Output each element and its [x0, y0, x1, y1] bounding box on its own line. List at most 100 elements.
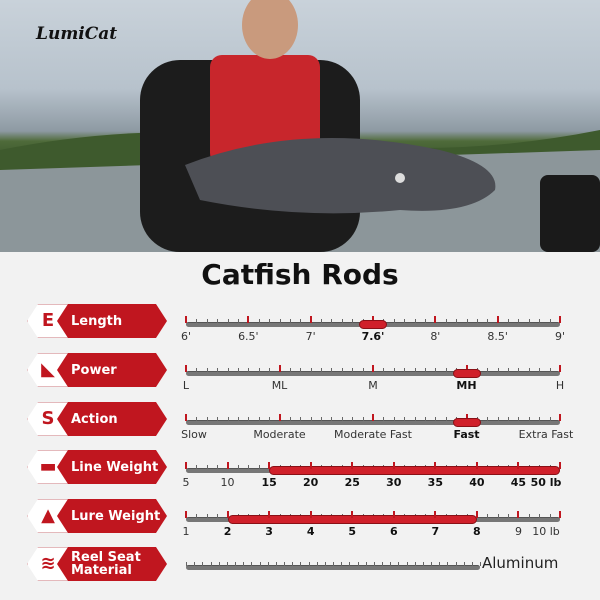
minor-tick [439, 562, 441, 566]
major-tick [465, 365, 468, 372]
minor-tick [217, 319, 219, 323]
catfish-photo-illustration [0, 0, 600, 252]
minor-tick [431, 562, 432, 566]
major-tick [372, 316, 374, 323]
minor-tick [414, 319, 416, 323]
minor-tick [321, 319, 323, 323]
minor-tick [300, 319, 302, 323]
minor-tick [218, 562, 220, 566]
minor-tick [518, 319, 520, 323]
minor-tick [424, 319, 426, 323]
major-tick [185, 365, 187, 372]
minor-tick [539, 514, 541, 518]
minor-tick [383, 368, 385, 372]
minor-tick [300, 562, 302, 566]
minor-tick [539, 319, 541, 323]
minor-tick [217, 514, 219, 518]
major-tick [309, 462, 312, 469]
minor-tick [202, 562, 204, 566]
major-tick [392, 511, 395, 518]
minor-tick [352, 368, 354, 372]
minor-tick [308, 562, 310, 566]
badge-bar [57, 353, 167, 387]
minor-tick [316, 562, 318, 566]
minor-tick [196, 319, 198, 323]
minor-tick [549, 417, 551, 421]
minor-tick [275, 562, 277, 566]
minor-tick [269, 417, 271, 421]
minor-tick [259, 562, 261, 566]
major-tick [392, 462, 395, 469]
minor-tick [206, 465, 208, 469]
minor-tick [528, 514, 530, 518]
minor-tick [373, 562, 375, 566]
page-title: Catfish Rods [201, 258, 399, 291]
major-tick [278, 414, 281, 421]
minor-tick [528, 319, 530, 323]
minor-tick [414, 368, 416, 372]
minor-tick [445, 417, 447, 421]
tick-label: 2 [223, 525, 232, 538]
major-tick [475, 462, 478, 469]
minor-tick [424, 417, 426, 421]
minor-tick [206, 319, 208, 323]
minor-tick [528, 368, 530, 372]
major-tick [517, 511, 520, 518]
minor-tick [480, 562, 481, 566]
tick-label: ML [271, 379, 288, 392]
major-tick [559, 316, 561, 323]
spec-scale-length: 6' 6.5' 7' 7.6' 8' 8.5' 9' [181, 316, 565, 346]
minor-tick [248, 465, 250, 469]
spec-scale-reel-seat-material [186, 559, 481, 589]
minor-tick [243, 562, 245, 566]
tick-label: 45 [510, 476, 527, 489]
minor-tick [227, 368, 229, 372]
minor-tick [237, 319, 239, 323]
major-tick [226, 462, 229, 469]
speed-s-icon: S [41, 408, 55, 429]
major-tick [434, 511, 437, 518]
minor-tick [333, 562, 334, 566]
major-tick [559, 414, 561, 421]
badge-bar [57, 450, 167, 484]
major-tick [496, 316, 499, 323]
minor-tick [487, 319, 489, 323]
minor-tick [414, 417, 416, 421]
brand-logo: LumiCat [36, 24, 118, 44]
minor-tick [289, 319, 291, 323]
minor-tick [310, 417, 312, 421]
minor-tick [258, 465, 260, 469]
tick-label: 30 [386, 476, 402, 489]
minor-tick [497, 417, 499, 421]
minor-tick [186, 562, 187, 566]
spec-label: Power [71, 362, 117, 378]
major-tick [559, 511, 561, 518]
minor-tick [321, 368, 323, 372]
tick-label: 20 [303, 476, 319, 489]
tick-label: 6' [180, 330, 192, 343]
minor-tick [196, 368, 198, 372]
tick-label: 7.6' [361, 330, 385, 343]
minor-tick [466, 319, 468, 323]
minor-tick [487, 417, 489, 421]
tick-label: 40 [469, 476, 485, 489]
minor-tick [289, 368, 291, 372]
tick-label: 10 lb [532, 525, 560, 538]
spec-label: Reel Seat Material [71, 550, 141, 578]
major-tick [372, 365, 374, 372]
tick-label: 9 [514, 525, 522, 538]
major-tick [517, 462, 520, 469]
minor-tick [404, 417, 406, 421]
minor-tick [300, 417, 302, 421]
spec-scale-line-weight: 5 10 15 20 25 30 35 40 45 50 lb [183, 462, 562, 492]
minor-tick [414, 562, 416, 566]
spec-badge-lure-weight: ▲ Lure Weight [27, 499, 167, 533]
value-marker [452, 418, 481, 427]
spec-badge-reel-seat-material: ≋ Reel Seat Material [27, 547, 167, 581]
minor-tick [267, 562, 269, 566]
spec-value: Aluminum [482, 554, 559, 572]
tick-label: M [368, 379, 378, 392]
badge-bar [57, 499, 167, 533]
badge-bar [57, 304, 167, 338]
tick-label: 50 lb [530, 476, 562, 489]
